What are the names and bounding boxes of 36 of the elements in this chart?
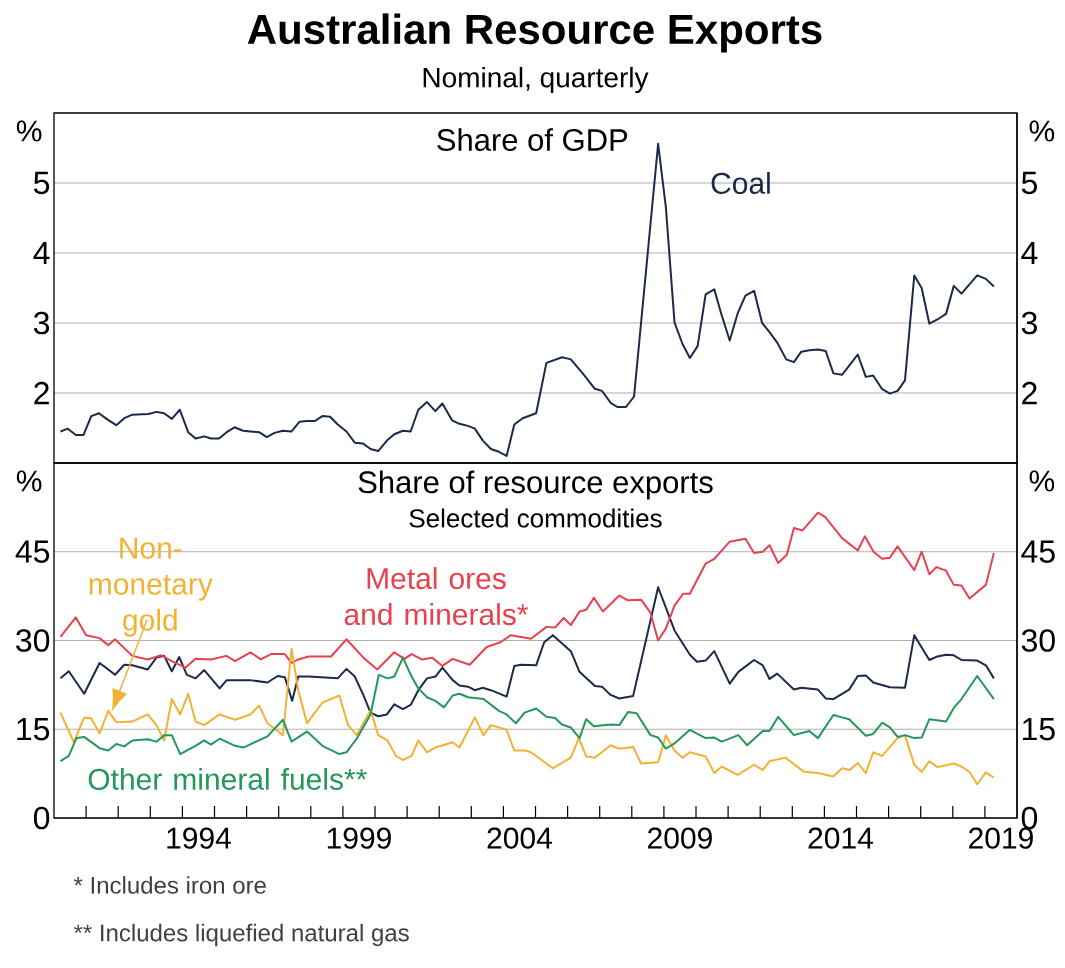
y-tick-label: 4 — [33, 241, 50, 264]
x-tick-label: 2004 — [487, 827, 552, 849]
y2-tick-label: 30 — [1021, 629, 1055, 652]
y2-tick-label: 15 — [1022, 718, 1055, 741]
y-tick-label: 5 — [33, 171, 50, 195]
y2-axis-title: % — [1029, 470, 1055, 492]
chart-title: Share of resource exports — [358, 470, 713, 500]
y-tick-label: 15 — [17, 718, 50, 741]
text: Non-monetary gold — [89, 537, 213, 637]
y2-tick-label: 4 — [1021, 241, 1038, 264]
y2-tick-label: 5 — [1021, 171, 1037, 195]
y2-tick-label: 45 — [1021, 540, 1055, 563]
text: * Includes iron ore — [73, 876, 266, 894]
text: ** Includes liquefied natural gas — [73, 923, 409, 947]
series-label: Coal — [711, 171, 770, 195]
y2-axis-title: % — [1029, 120, 1055, 142]
y-axis-title: % — [16, 470, 42, 492]
annotation: Share of GDP — [437, 128, 628, 151]
x-tick-label: 1999 — [327, 827, 391, 849]
y-tick-label: 3 — [33, 311, 50, 335]
series-label: Metal ores and minerals* — [344, 567, 529, 626]
text: Selected commodities — [409, 508, 662, 528]
x-tick-label: 1994 — [167, 827, 231, 849]
chart-title: Australian Resource Exports — [247, 13, 822, 53]
y2-tick-label: 2 — [1022, 381, 1037, 405]
y-axis-title: % — [16, 120, 42, 142]
line-series — [59, 656, 995, 763]
chart-subtitle: Nominal, quarterly — [423, 66, 649, 94]
y2-tick-label: 3 — [1021, 311, 1037, 335]
series-label: Other mineral fuels** — [88, 767, 367, 790]
x-tick-label: 2009 — [648, 827, 712, 849]
x-tick-label: 2014 — [808, 827, 873, 849]
y-tick-label: 45 — [15, 540, 50, 563]
y-tick-label: 30 — [16, 629, 50, 652]
y-tick-label: 0 — [33, 806, 50, 830]
y-tick-label: 2 — [34, 381, 49, 405]
